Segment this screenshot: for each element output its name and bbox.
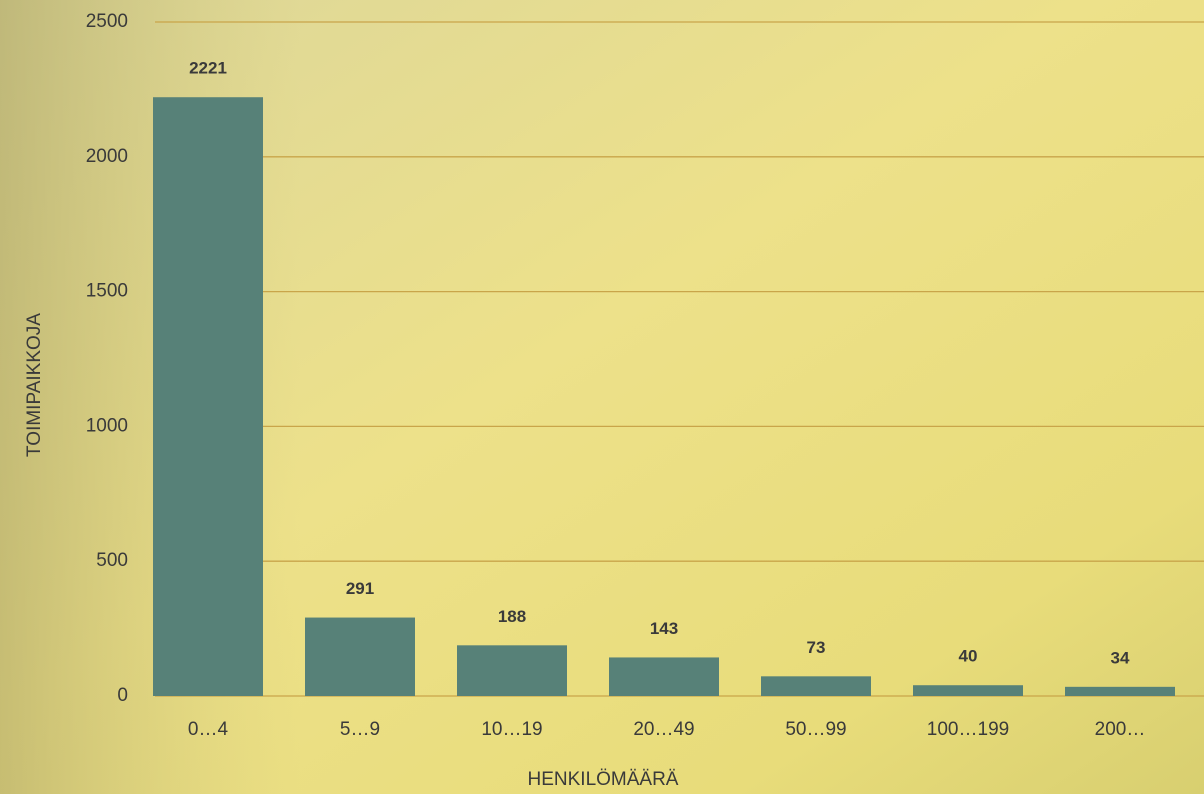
bar bbox=[913, 685, 1023, 696]
value-label: 2221 bbox=[189, 59, 227, 78]
x-tick-label: 5…9 bbox=[340, 719, 380, 740]
value-label: 143 bbox=[650, 619, 678, 638]
bar bbox=[457, 645, 567, 696]
bar bbox=[1065, 686, 1175, 696]
bar bbox=[609, 657, 719, 696]
y-tick-label: 2000 bbox=[86, 146, 128, 167]
y-tick-label: 0 bbox=[117, 685, 128, 706]
y-tick-label: 2500 bbox=[86, 11, 128, 32]
value-label: 188 bbox=[498, 607, 526, 626]
y-axis-title: TOIMIPAIKKOJA bbox=[24, 313, 45, 457]
x-axis-title: HENKILÖMÄÄRÄ bbox=[528, 769, 679, 790]
y-tick-label: 1000 bbox=[86, 415, 128, 436]
value-label: 73 bbox=[807, 638, 826, 657]
x-tick-label: 100…199 bbox=[927, 719, 1009, 740]
value-label: 291 bbox=[346, 579, 374, 598]
y-tick-label: 1500 bbox=[86, 281, 128, 302]
value-label: 40 bbox=[959, 647, 978, 666]
bar bbox=[761, 676, 871, 696]
value-label: 34 bbox=[1111, 648, 1130, 667]
x-tick-label: 20…49 bbox=[633, 719, 694, 740]
x-tick-label: 50…99 bbox=[785, 719, 846, 740]
x-tick-label: 200… bbox=[1095, 719, 1146, 740]
x-tick-label: 10…19 bbox=[481, 719, 542, 740]
y-tick-label: 500 bbox=[96, 550, 128, 571]
bar bbox=[305, 617, 415, 696]
x-tick-label: 0…4 bbox=[188, 719, 229, 740]
bar bbox=[153, 97, 263, 697]
